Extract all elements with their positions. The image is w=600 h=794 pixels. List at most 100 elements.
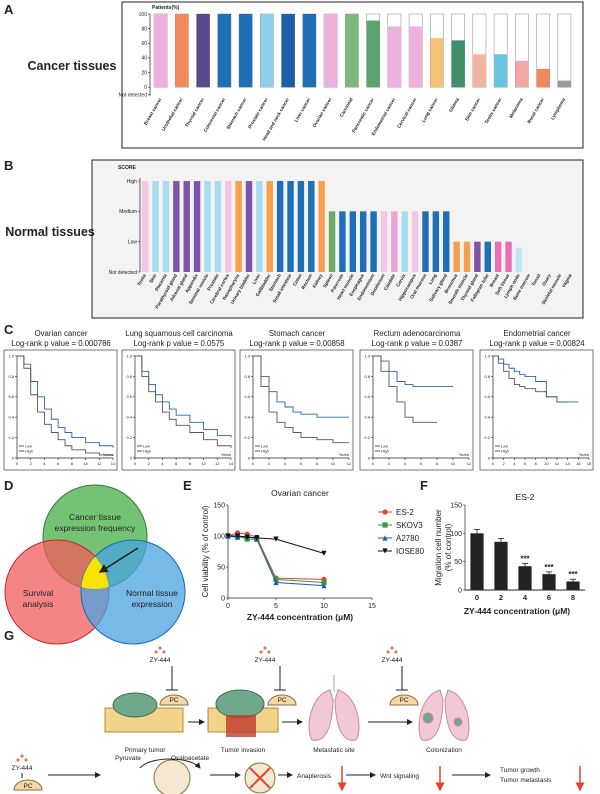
y-tick-label: Low [128, 239, 138, 245]
pc-label: PC [399, 697, 408, 704]
plot-frame [121, 349, 236, 471]
y-tick-label: 1.0 [126, 353, 132, 358]
drug-label: ZY-444 [382, 657, 403, 664]
x-tick-label: Ovarian cancer [312, 97, 333, 128]
marker [273, 536, 279, 542]
x-tick-label: 6 [547, 593, 551, 602]
bar [245, 181, 253, 272]
x-tick-label: 14 [565, 461, 570, 466]
panel-label: G [4, 628, 14, 643]
bar [239, 14, 253, 88]
survival-curve [373, 355, 453, 388]
chart-subtitle: Log-rank p value = 0.00824 [489, 339, 585, 348]
significance: *** [520, 554, 530, 563]
x-tick-label: 12 [555, 461, 560, 466]
legend-label: Low [143, 444, 150, 448]
x-tick-label: 10 [201, 461, 206, 466]
decrease-arrow [337, 766, 585, 792]
y-tick-label: High [127, 179, 138, 185]
y-tick-label: Medium [119, 209, 137, 215]
pc-label: PC [277, 697, 286, 704]
bar [339, 211, 346, 272]
x-tick-label: 0 [372, 461, 375, 466]
y-tick-label: 0 [488, 455, 491, 460]
bar [324, 14, 338, 88]
x-tick-label: Melanoma [508, 97, 524, 119]
survival-curve [17, 355, 114, 456]
x-tick-label: Stomach cancer [225, 97, 247, 130]
bar [183, 181, 190, 272]
survival-curve [253, 355, 349, 418]
venn-label: expression frequency [55, 523, 137, 533]
x-tick-label: Skin cancer [464, 97, 481, 122]
pathway: Wnt signaling [380, 773, 419, 780]
series-line [228, 535, 325, 554]
y-tick-label: 0.2 [244, 435, 250, 440]
bar [276, 181, 284, 272]
bar [256, 181, 263, 272]
x-tick-label: 18 [587, 461, 592, 466]
tissue [104, 689, 279, 737]
x-tick-label: Glioma [448, 97, 460, 113]
marker [254, 535, 260, 541]
marker [382, 522, 388, 528]
bar [281, 14, 295, 88]
bar [432, 211, 440, 272]
survival-curve [253, 355, 349, 444]
legend-label: High [25, 449, 33, 453]
product: Oxaloacetate [171, 755, 210, 762]
x-tick-label: 8 [71, 461, 74, 466]
plot-frame [479, 349, 594, 471]
x-tick-label: 6 [175, 461, 178, 466]
y-tick-label: 0.8 [484, 374, 490, 379]
x-tick-label: Skin [148, 273, 157, 284]
y-tick-label: 20 [141, 70, 147, 76]
y-tick-label: 0.6 [364, 394, 370, 399]
panel-a-frame [121, 1, 584, 149]
bar [287, 181, 294, 272]
x-tick-label: 8 [436, 461, 439, 466]
drug-label: ZY-444 [12, 765, 33, 772]
survival-curve [135, 355, 232, 438]
x-tick-label: Lung [428, 273, 438, 285]
y-tick-label: 50 [217, 564, 225, 571]
legend-label: IOSE80 [396, 547, 425, 556]
bar [401, 211, 408, 272]
bar [196, 14, 210, 88]
arrows [48, 719, 491, 778]
x-tick-label: Ovary [541, 273, 552, 287]
chart-title: Normal tissues [5, 225, 95, 239]
y-tick-label: 100 [213, 533, 225, 540]
y-tick-label: 0.8 [244, 374, 250, 379]
x-tick-label: 14 [111, 461, 116, 466]
x-tick-label: 8 [189, 461, 192, 466]
x-tick-label: 5 [274, 603, 278, 610]
x-tick-label: Vagina [561, 273, 573, 289]
chart-title: ES-2 [516, 492, 535, 502]
x-tick-label: Testis [136, 273, 147, 287]
x-tick-label: 8 [571, 593, 575, 602]
panel-label: C [4, 322, 14, 337]
bar [225, 181, 232, 272]
x-tick-label: Liver [251, 273, 261, 285]
bar [387, 26, 401, 88]
panel-label: B [4, 158, 13, 173]
bar [141, 181, 149, 272]
venn-label: analysis [23, 599, 54, 609]
bar [266, 181, 273, 272]
x-tick-label: 12 [215, 461, 220, 466]
y-tick-label: 0.6 [126, 394, 132, 399]
survival-curve [135, 355, 232, 448]
x-tick-label: 4 [523, 593, 528, 602]
inhibition [21, 666, 408, 778]
stage-label: Tumor invasion [221, 747, 266, 754]
x-tick-label: 0 [475, 593, 479, 602]
legend-label: Low [381, 444, 388, 448]
marker [244, 534, 250, 540]
y-axis-label: Migration cell number [434, 509, 443, 586]
stage-label: Metastatic site [313, 747, 355, 754]
x-tick-label: Breast cancer [143, 97, 163, 126]
bar [366, 20, 380, 88]
x-tick-label: 15 [368, 603, 376, 610]
bar [494, 241, 502, 272]
